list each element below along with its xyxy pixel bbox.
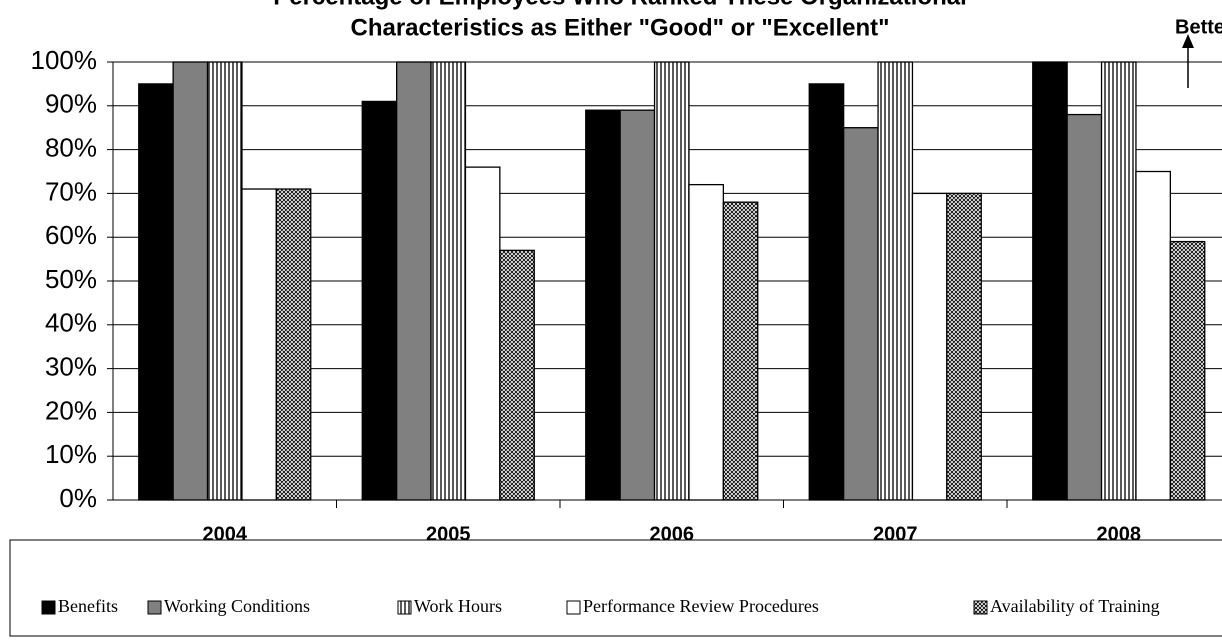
legend-swatch bbox=[566, 600, 581, 615]
annotation-arrowhead bbox=[1182, 34, 1194, 48]
y-tick-label: 60% bbox=[45, 220, 97, 250]
bar bbox=[688, 183, 725, 501]
x-tick-label: 2007 bbox=[873, 523, 918, 545]
bar bbox=[1169, 240, 1206, 501]
chart-title: Characteristics as Either "Good" or "Exc… bbox=[350, 14, 889, 41]
x-tick-label: 2005 bbox=[426, 523, 471, 545]
legend-label: Availability of Training bbox=[990, 596, 1160, 616]
legend-swatch bbox=[41, 600, 56, 615]
legend-label: Benefits bbox=[58, 596, 118, 616]
bar bbox=[946, 192, 982, 501]
bar bbox=[172, 61, 209, 501]
y-tick-label: 20% bbox=[45, 395, 97, 425]
y-tick-label: 40% bbox=[45, 308, 97, 338]
bar bbox=[430, 61, 467, 501]
bar bbox=[464, 166, 501, 501]
y-tick-label: 30% bbox=[45, 351, 97, 381]
bar bbox=[361, 100, 398, 501]
legend-label: Work Hours bbox=[414, 596, 502, 616]
bar bbox=[1066, 113, 1103, 501]
x-tick-label: 2008 bbox=[1097, 523, 1142, 545]
bar bbox=[138, 83, 174, 501]
y-tick-label: 10% bbox=[45, 439, 97, 469]
bar bbox=[722, 201, 759, 501]
bar bbox=[395, 61, 432, 501]
bar bbox=[206, 61, 243, 501]
bar bbox=[843, 127, 879, 501]
y-tick-label: 0% bbox=[59, 483, 97, 513]
y-tick-label: 90% bbox=[45, 89, 97, 119]
bar bbox=[241, 188, 277, 501]
y-tick-label: 50% bbox=[45, 264, 97, 294]
x-tick-label: 2004 bbox=[203, 523, 248, 545]
legend-swatch bbox=[397, 600, 412, 615]
legend-box bbox=[9, 539, 1222, 637]
bar bbox=[1032, 61, 1068, 501]
bar bbox=[911, 192, 948, 501]
bar bbox=[653, 61, 690, 501]
bar bbox=[877, 61, 914, 501]
bar bbox=[499, 249, 535, 501]
legend-swatch bbox=[147, 600, 162, 615]
bar bbox=[808, 83, 845, 501]
legend-label: Performance Review Procedures bbox=[583, 596, 819, 616]
bar bbox=[619, 109, 656, 501]
annotation: Better bbox=[1175, 16, 1222, 38]
legend-label: Working Conditions bbox=[164, 596, 310, 616]
bar bbox=[1100, 61, 1137, 501]
y-tick-label: 80% bbox=[45, 132, 97, 162]
bar bbox=[275, 188, 312, 501]
bar bbox=[1135, 170, 1171, 501]
x-tick-label: 2006 bbox=[650, 523, 695, 545]
legend-swatch bbox=[973, 600, 988, 615]
chart-title: Percentage of Employees Who Ranked These… bbox=[273, 0, 967, 10]
y-tick-label: 100% bbox=[31, 45, 98, 75]
y-tick-label: 70% bbox=[45, 176, 97, 206]
bar bbox=[585, 109, 621, 501]
